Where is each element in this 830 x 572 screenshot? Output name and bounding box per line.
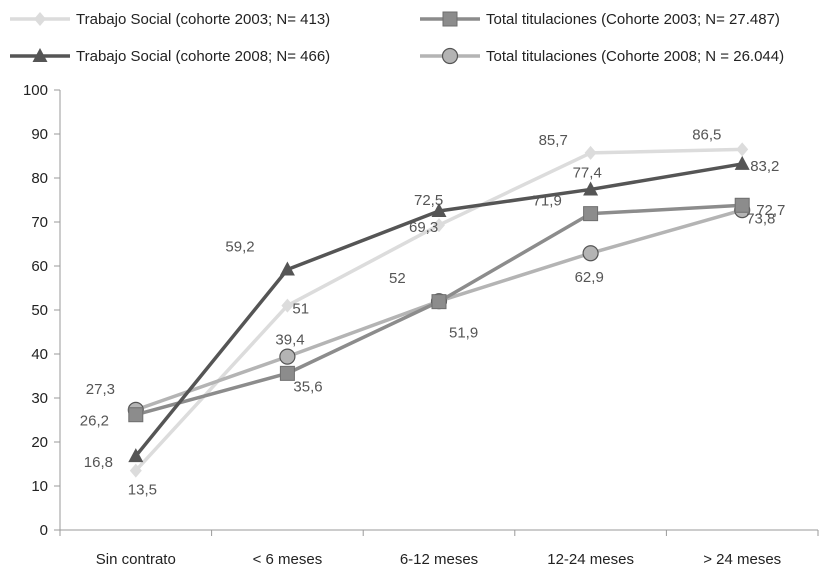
y-tick-label: 30: [31, 390, 48, 407]
data-point: [584, 145, 597, 160]
data-label: 51: [292, 301, 309, 318]
data-point: [431, 203, 447, 217]
data-point: [128, 407, 144, 423]
y-tick-label: 0: [40, 522, 48, 539]
legend-entry: Trabajo Social (cohorte 2008; N= 466): [76, 48, 330, 65]
data-label: 51,9: [449, 325, 478, 342]
y-tick-label: 70: [31, 214, 48, 231]
data-label: 27,3: [86, 381, 115, 398]
legend-marker: [34, 12, 46, 26]
data-point: [433, 218, 445, 233]
x-tick-label: 6-12 meses: [400, 551, 478, 568]
x-tick-label: 12-24 meses: [547, 551, 634, 568]
data-point: [129, 463, 142, 478]
data-point: [734, 155, 750, 170]
data-point: [431, 294, 447, 310]
y-tick-label: 100: [23, 82, 48, 99]
y-tick-label: 40: [31, 346, 48, 363]
data-label: 69,3: [409, 219, 438, 236]
chart-axes: 0 10 20 30 40 50 60 70 80 90 100 Sin contrato < 6 me…: [23, 82, 819, 568]
y-tick-label: 10: [31, 478, 48, 495]
data-label: 59,2: [225, 239, 254, 256]
data-label: 71,9: [533, 193, 562, 210]
data-label: 72,7: [756, 202, 785, 219]
data-label: 16,8: [84, 454, 113, 471]
y-tick-label: 50: [31, 302, 48, 319]
data-label: 26,2: [80, 413, 109, 430]
data-point: [583, 206, 599, 222]
data-label: 35,6: [293, 378, 322, 395]
chart-legend: Trabajo Social (cohorte 2003; N= 413) Tot…: [10, 11, 784, 65]
x-tick-label: < 6 meses: [253, 551, 323, 568]
data-point: [279, 261, 295, 276]
x-tick-label: Sin contrato: [96, 551, 176, 568]
data-point: [279, 348, 296, 365]
data-label: 72,5: [414, 192, 443, 209]
data-labels: 13,5 51 69,3 85,7 86,5 26,2 35,6 51,9 71,9 73,8 16…: [80, 126, 786, 498]
data-point: [734, 197, 750, 213]
y-tick-label: 60: [31, 258, 48, 275]
data-point: [736, 142, 749, 157]
y-tick-label: 90: [31, 126, 48, 143]
data-label: 85,7: [539, 132, 568, 149]
y-tick-label: 80: [31, 170, 48, 187]
data-point: [583, 181, 599, 196]
data-point: [281, 298, 294, 313]
data-label: 83,2: [750, 158, 779, 175]
data-label: 39,4: [275, 332, 304, 349]
legend-marker: [441, 47, 459, 65]
legend-entry: Total titulaciones (Cohorte 2003; N= 27.…: [486, 11, 780, 28]
data-label: 13,5: [128, 482, 157, 499]
data-point: [279, 365, 295, 381]
data-point: [582, 245, 599, 262]
data-label: 77,4: [573, 164, 602, 181]
data-point: [128, 448, 144, 463]
legend-entry: Total titulaciones (Cohorte 2008; N = 26…: [486, 48, 784, 65]
data-label: 62,9: [575, 269, 604, 286]
x-tick-label: > 24 meses: [703, 551, 781, 568]
legend-marker: [442, 11, 458, 27]
y-tick-label: 20: [31, 434, 48, 451]
data-label: 86,5: [692, 126, 721, 143]
legend-entry: Trabajo Social (cohorte 2003; N= 413): [76, 11, 330, 28]
data-label: 73,8: [746, 210, 775, 227]
plot-area: [127, 142, 751, 478]
legend-marker: [32, 48, 48, 62]
data-label: 52: [389, 270, 406, 287]
